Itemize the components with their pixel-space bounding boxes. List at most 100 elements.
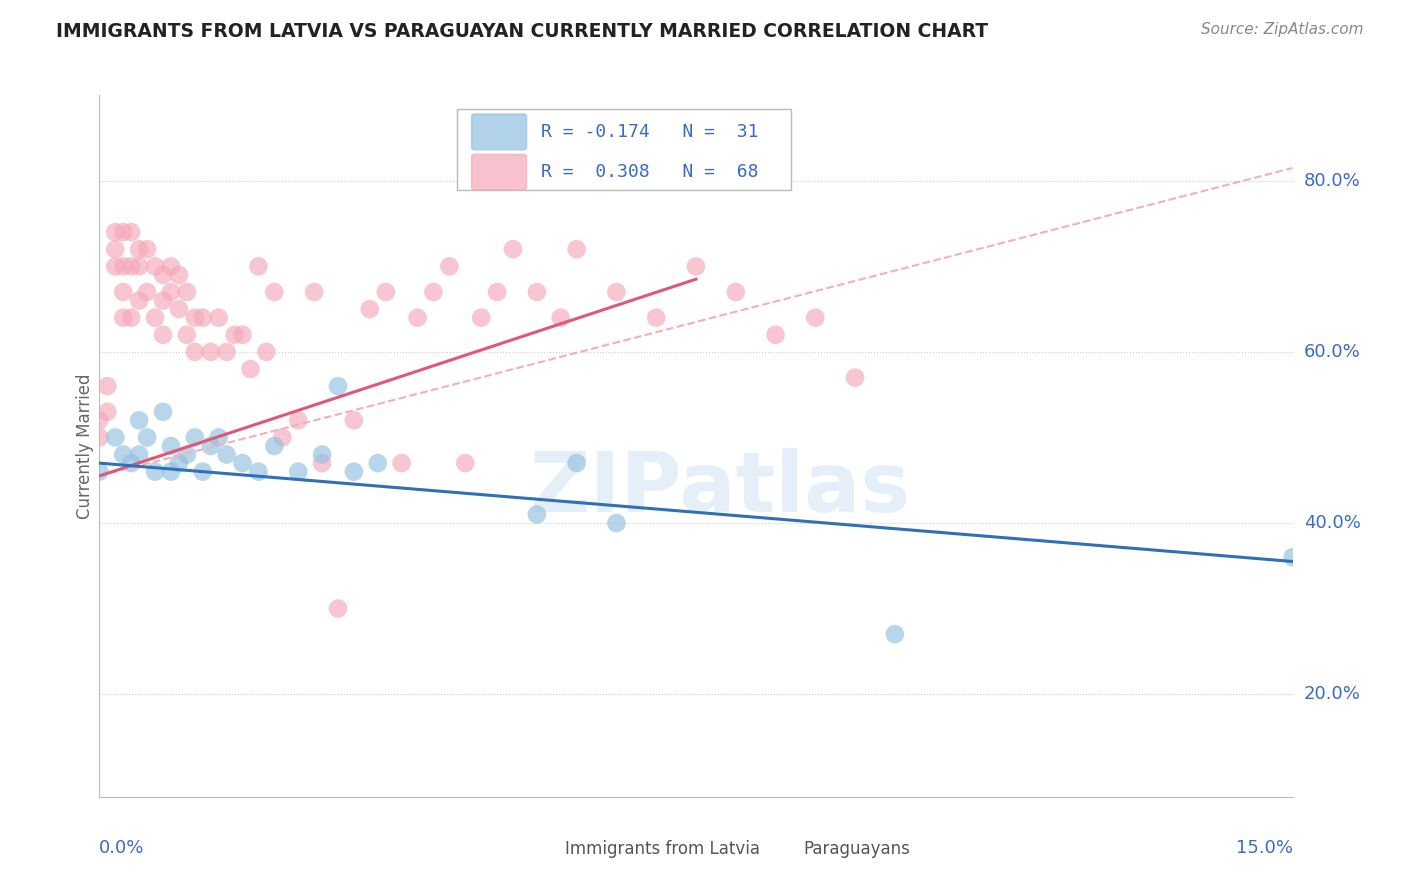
Point — [1281, 550, 1303, 565]
Point — [120, 260, 142, 274]
Point — [184, 310, 207, 325]
Point — [112, 225, 135, 239]
Point — [254, 345, 277, 359]
FancyBboxPatch shape — [759, 835, 800, 864]
Point — [215, 345, 238, 359]
Point — [311, 456, 333, 470]
Point — [287, 413, 309, 427]
Point — [104, 242, 127, 256]
Point — [160, 465, 183, 479]
Point — [311, 448, 333, 462]
Text: R =  0.308   N =  68: R = 0.308 N = 68 — [541, 163, 758, 181]
Text: Source: ZipAtlas.com: Source: ZipAtlas.com — [1201, 22, 1364, 37]
Point — [200, 345, 222, 359]
Point — [128, 413, 150, 427]
Point — [191, 310, 214, 325]
Point — [343, 413, 366, 427]
Text: ZIPatlas: ZIPatlas — [529, 448, 910, 529]
Point — [247, 465, 270, 479]
Point — [112, 285, 135, 299]
Point — [263, 439, 285, 453]
Point — [406, 310, 429, 325]
Point — [128, 448, 150, 462]
Point — [136, 242, 159, 256]
Text: 40.0%: 40.0% — [1303, 514, 1361, 532]
Point — [136, 430, 159, 444]
Point — [215, 448, 238, 462]
Point — [526, 508, 548, 522]
Point — [247, 260, 270, 274]
Point — [470, 310, 492, 325]
Point — [367, 456, 389, 470]
Point — [239, 362, 262, 376]
Point — [486, 285, 509, 299]
Point — [152, 327, 174, 342]
Point — [152, 293, 174, 308]
Point — [208, 310, 231, 325]
Point — [120, 310, 142, 325]
Point — [152, 405, 174, 419]
Point — [89, 465, 111, 479]
Point — [804, 310, 827, 325]
Point — [160, 285, 183, 299]
Point — [326, 601, 349, 615]
Point — [176, 285, 198, 299]
Point — [422, 285, 444, 299]
Point — [685, 260, 707, 274]
Point — [104, 225, 127, 239]
Point — [112, 448, 135, 462]
Point — [128, 260, 150, 274]
Point — [263, 285, 285, 299]
Point — [765, 327, 787, 342]
Point — [176, 448, 198, 462]
Text: 0.0%: 0.0% — [100, 838, 145, 857]
Point — [200, 439, 222, 453]
Point — [232, 456, 254, 470]
Point — [343, 465, 366, 479]
Point — [883, 627, 905, 641]
Point — [224, 327, 246, 342]
Point — [526, 285, 548, 299]
Point — [208, 430, 231, 444]
Point — [96, 379, 118, 393]
Point — [152, 268, 174, 282]
Point — [287, 465, 309, 479]
Point — [724, 285, 747, 299]
Point — [160, 260, 183, 274]
Point — [143, 465, 166, 479]
Point — [96, 405, 118, 419]
Text: R = -0.174   N =  31: R = -0.174 N = 31 — [541, 123, 758, 141]
Point — [645, 310, 668, 325]
Point — [167, 456, 190, 470]
Point — [565, 456, 588, 470]
Text: 20.0%: 20.0% — [1303, 685, 1361, 703]
Point — [143, 310, 166, 325]
Text: IMMIGRANTS FROM LATVIA VS PARAGUAYAN CURRENTLY MARRIED CORRELATION CHART: IMMIGRANTS FROM LATVIA VS PARAGUAYAN CUR… — [56, 22, 988, 41]
FancyBboxPatch shape — [471, 114, 526, 150]
FancyBboxPatch shape — [519, 835, 560, 864]
Point — [184, 345, 207, 359]
Point — [112, 260, 135, 274]
Point — [128, 242, 150, 256]
Y-axis label: Currently Married: Currently Married — [76, 373, 94, 519]
Point — [391, 456, 413, 470]
Point — [191, 465, 214, 479]
Point — [112, 310, 135, 325]
Text: Paraguayans: Paraguayans — [803, 840, 910, 858]
FancyBboxPatch shape — [471, 154, 526, 190]
Point — [302, 285, 325, 299]
Point — [326, 379, 349, 393]
Point — [454, 456, 477, 470]
Point — [104, 260, 127, 274]
Point — [271, 430, 294, 444]
Point — [550, 310, 572, 325]
Point — [565, 242, 588, 256]
Point — [176, 327, 198, 342]
Point — [167, 302, 190, 317]
Text: Immigrants from Latvia: Immigrants from Latvia — [565, 840, 759, 858]
Point — [502, 242, 524, 256]
FancyBboxPatch shape — [457, 110, 792, 190]
Point — [184, 430, 207, 444]
Text: 60.0%: 60.0% — [1303, 343, 1361, 361]
Point — [374, 285, 396, 299]
